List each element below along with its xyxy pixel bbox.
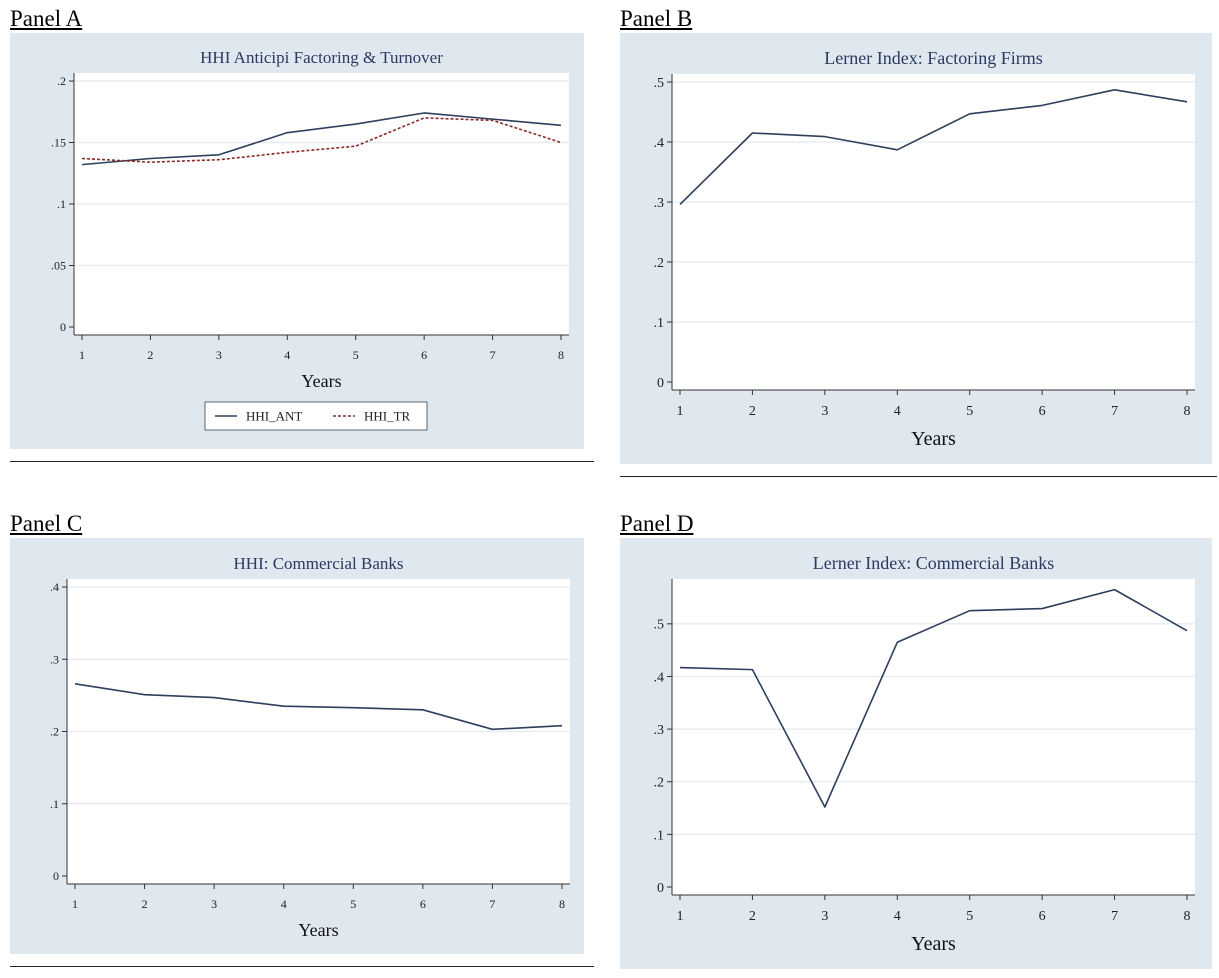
legend-entry: HHI_TR	[364, 409, 411, 424]
plot-area	[672, 74, 1195, 390]
x-tick-label: 1	[79, 348, 85, 362]
chart-title: Lerner Index: Factoring Firms	[824, 48, 1042, 68]
y-tick-label: .1	[57, 197, 66, 211]
x-tick-label: 2	[749, 404, 756, 419]
chart-title: HHI: Commercial Banks	[234, 554, 404, 573]
series-line-0	[679, 88, 1188, 205]
x-tick-label: 7	[1111, 404, 1118, 419]
x-tick-label: 5	[966, 909, 973, 924]
y-tick-label: .2	[654, 256, 665, 271]
panel-c-label: Panel C	[10, 511, 83, 536]
plot-area	[672, 579, 1195, 895]
chart-hhi-banks: HHI: Commercial Banks 0 .1 .2 .3 .4 1 2 3 4 5 6 7 8 Ye…	[10, 538, 584, 954]
y-tick-label: .2	[57, 74, 66, 88]
x-tick-label: 8	[559, 897, 565, 911]
y-tick-label: .3	[654, 196, 665, 211]
y-tick-label: .4	[50, 580, 59, 594]
x-tick-label: 1	[72, 897, 78, 911]
chart-title: Lerner Index: Commercial Banks	[813, 553, 1054, 573]
x-tick-label: 2	[142, 897, 148, 911]
x-tick-label: 3	[216, 348, 222, 362]
y-tick-label: .1	[50, 797, 59, 811]
series-line-0	[74, 683, 563, 731]
x-tick-label: 2	[749, 909, 756, 924]
panel-b-label: Panel B	[620, 6, 693, 31]
x-tick-label: 7	[489, 897, 495, 911]
x-tick-label: 6	[1039, 404, 1046, 419]
chart-hhi-anticipi: HHI Anticipi Factoring & Turnover 0 .05 .1.…	[10, 33, 584, 449]
x-tick-label: 5	[350, 897, 356, 911]
legend-box	[204, 401, 428, 431]
y-tick-label: .5	[654, 76, 665, 91]
x-tick-label: 2	[147, 348, 153, 362]
y-tick-label: .05	[51, 259, 66, 273]
x-tick-label: 7	[1111, 909, 1118, 924]
x-tick-label: 4	[894, 404, 901, 419]
series-line-1	[81, 117, 562, 163]
x-tick-label: 3	[211, 897, 217, 911]
x-axis-title: Years	[298, 920, 338, 940]
y-tick-label: 0	[60, 320, 66, 334]
chart-title: HHI Anticipi Factoring & Turnover	[200, 48, 443, 67]
x-tick-label: 3	[821, 404, 828, 419]
y-tick-label: .15	[51, 136, 66, 150]
x-tick-label: 7	[490, 348, 496, 362]
x-tick-label: 5	[966, 404, 973, 419]
y-tick-label: 0	[657, 376, 664, 391]
y-tick-label: .5	[654, 618, 665, 633]
x-tick-label: 4	[894, 909, 901, 924]
y-tick-label: .1	[654, 828, 665, 843]
y-tick-label: .3	[654, 723, 665, 738]
y-tick-label: 0	[657, 881, 664, 896]
x-axis-title: Years	[911, 428, 956, 450]
x-tick-label: 4	[284, 348, 290, 362]
y-tick-label: .4	[654, 670, 665, 685]
panel-a-label: Panel A	[10, 6, 83, 31]
chart-lerner-factoring: Lerner Index: Factoring Firms 0 .1 .2 .3 .4 .5…	[620, 33, 1212, 464]
x-tick-label: 1	[677, 404, 684, 419]
x-tick-label: 1	[677, 909, 684, 924]
x-tick-label: 4	[281, 897, 287, 911]
y-tick-label: 0	[53, 869, 59, 883]
x-tick-label: 6	[420, 897, 426, 911]
y-tick-label: .1	[654, 316, 665, 331]
panel-c-rule	[10, 966, 594, 967]
legend-entry: HHI_ANT	[246, 409, 302, 424]
series-line-0	[679, 588, 1188, 808]
chart-lerner-banks: Lerner Index: Commercial Banks 0 .1 .2 .3 .4.…	[620, 538, 1212, 969]
panel-a-rule	[10, 461, 594, 462]
x-axis-title: Years	[911, 933, 956, 955]
y-tick-label: .3	[50, 652, 59, 666]
x-axis-title: Years	[301, 371, 341, 391]
x-tick-label: 3	[821, 909, 828, 924]
panel-b-rule	[620, 476, 1217, 477]
x-tick-label: 8	[1184, 404, 1191, 419]
x-tick-label: 8	[1184, 909, 1191, 924]
y-tick-label: .2	[50, 725, 59, 739]
x-tick-label: 8	[558, 348, 564, 362]
y-tick-label: .2	[654, 776, 665, 791]
legend: HHI_ANT HHI_TR	[204, 401, 428, 431]
y-tick-label: .4	[654, 136, 665, 151]
x-tick-label: 6	[1039, 909, 1046, 924]
panel-d-label: Panel D	[620, 511, 694, 536]
x-tick-label: 5	[353, 348, 359, 362]
x-tick-label: 6	[421, 348, 427, 362]
series-line-0	[81, 112, 562, 166]
